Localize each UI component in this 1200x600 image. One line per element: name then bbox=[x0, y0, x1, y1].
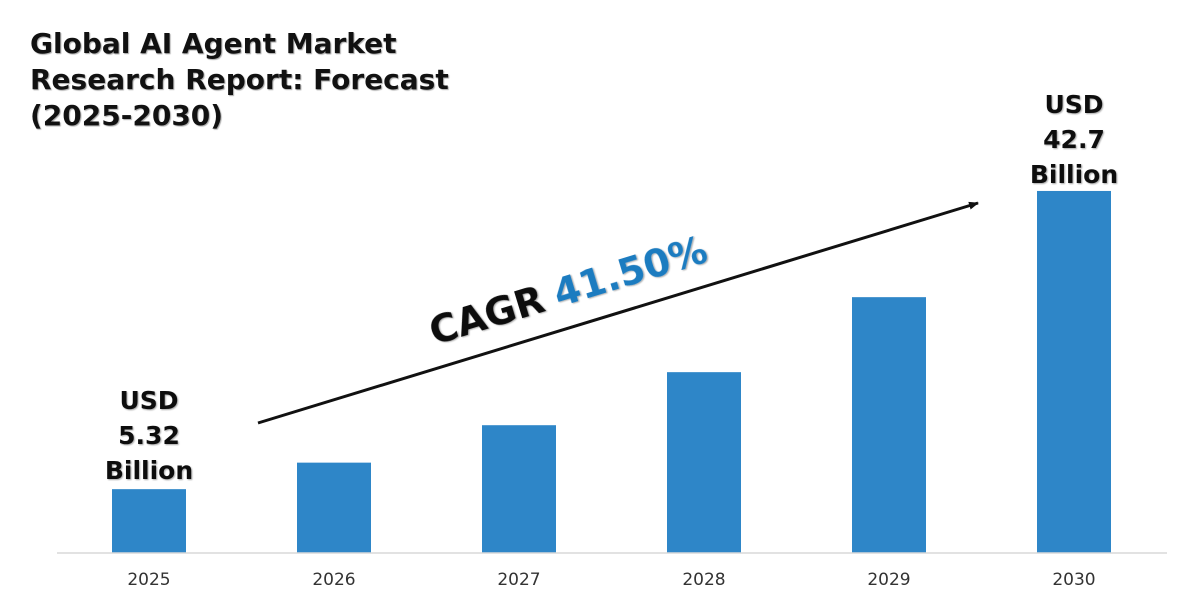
cagr-label: CAGR41.50% bbox=[424, 227, 712, 353]
chart-title-line-2: Research Report: Forecast bbox=[30, 63, 449, 96]
bar-2029 bbox=[852, 297, 926, 553]
start-value-label-line-1: USD bbox=[119, 386, 178, 415]
cagr-prefix: CAGR bbox=[424, 277, 549, 353]
chart-title-line-1: Global AI Agent Market bbox=[30, 27, 397, 60]
x-tick-label: 2027 bbox=[497, 570, 540, 590]
bar-2026 bbox=[297, 462, 371, 553]
end-value-label-line-3: Billion bbox=[1030, 160, 1118, 189]
bar-2030 bbox=[1037, 190, 1111, 553]
growth-arrow bbox=[257, 201, 979, 425]
end-value-label-line-1: USD bbox=[1044, 90, 1103, 119]
bar-2028 bbox=[667, 372, 741, 553]
bars-group bbox=[112, 190, 1111, 553]
x-tick-labels: 2025 2026 2027 2028 2029 2030 bbox=[127, 570, 1095, 590]
annotations-group: USD 5.32 Billion USD 42.7 Billion CAGR41.50% bbox=[105, 90, 1118, 485]
x-tick-label: 2030 bbox=[1052, 570, 1095, 590]
x-tick-label: 2029 bbox=[867, 570, 910, 590]
x-tick-label: 2028 bbox=[682, 570, 725, 590]
start-value-label-line-2: 5.32 bbox=[118, 421, 180, 450]
bar-2027 bbox=[482, 425, 556, 553]
start-value-label-line-3: Billion bbox=[105, 456, 193, 485]
cagr-value: 41.50% bbox=[548, 227, 712, 315]
bar-2025 bbox=[112, 489, 186, 553]
end-value-label-line-2: 42.7 bbox=[1043, 125, 1105, 154]
x-tick-label: 2026 bbox=[312, 570, 355, 590]
chart-title-line-3: (2025-2030) bbox=[30, 99, 224, 132]
x-tick-label: 2025 bbox=[127, 570, 170, 590]
